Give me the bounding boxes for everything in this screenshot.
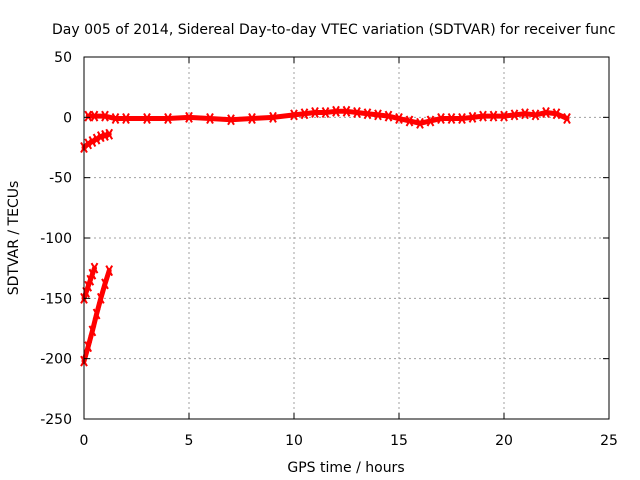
data-point: [384, 110, 393, 122]
data-point: [269, 111, 277, 123]
data-point: [416, 117, 424, 129]
x-tick-label: 5: [185, 433, 194, 449]
data-series: [80, 105, 571, 367]
y-tick-label: -150: [40, 291, 72, 307]
data-point: [101, 278, 109, 290]
data-point: [521, 108, 529, 120]
data-point: [510, 109, 519, 121]
data-point: [88, 325, 97, 337]
data-point: [122, 113, 130, 125]
data-point: [96, 292, 105, 304]
data-point: [105, 128, 114, 140]
data-point: [84, 341, 93, 353]
data-point: [84, 110, 93, 122]
data-point: [164, 113, 172, 125]
data-point: [101, 110, 109, 122]
x-tick-label: 0: [80, 433, 89, 449]
data-point: [426, 115, 435, 127]
data-point: [92, 133, 101, 145]
data-point: [88, 268, 97, 280]
data-point: [563, 113, 571, 125]
data-point: [479, 110, 487, 122]
data-point: [90, 262, 99, 274]
y-tick-label: -200: [40, 352, 72, 368]
y-tick-label: -100: [40, 231, 72, 247]
data-point: [290, 109, 298, 121]
data-point: [111, 113, 120, 125]
data-point: [353, 106, 361, 119]
data-point: [500, 110, 508, 122]
data-point: [88, 135, 97, 147]
data-point: [321, 106, 330, 119]
data-point: [437, 113, 445, 125]
y-axis-title: SDTVAR / TECUs: [6, 181, 22, 296]
data-point: [542, 106, 550, 119]
data-point: [405, 115, 414, 127]
data-point: [332, 105, 340, 117]
data-point: [92, 308, 101, 320]
y-tick-label: -50: [49, 171, 72, 187]
axes: 0 5 10 15 20 25 -250 -200 -150 -100 -50 0 50: [40, 50, 618, 449]
data-point: [552, 108, 561, 120]
chart-title: Day 005 of 2014, Sidereal Day-to-day VTE…: [52, 22, 616, 38]
x-tick-label: 15: [390, 433, 408, 449]
data-point: [143, 113, 151, 125]
data-point: [227, 114, 235, 126]
data-point: [84, 280, 93, 292]
data-point: [86, 274, 95, 286]
y-tick-label: -250: [40, 412, 72, 428]
data-point: [531, 109, 540, 121]
x-tick-label: 25: [600, 433, 618, 449]
data-point: [447, 113, 456, 125]
data-point: [84, 138, 93, 150]
data-point: [342, 105, 351, 117]
y-tick-label: 0: [63, 110, 72, 126]
data-point: [458, 113, 466, 125]
data-point: [248, 113, 256, 125]
data-point: [300, 108, 309, 120]
data-point: [185, 111, 193, 123]
data-point: [395, 113, 403, 125]
data-point: [105, 265, 114, 277]
x-axis-title: GPS time / hours: [287, 460, 404, 476]
y-tick-label: 50: [54, 50, 72, 66]
x-tick-label: 10: [285, 433, 303, 449]
data-point: [468, 111, 477, 123]
data-point: [489, 110, 498, 122]
x-tick-label: 20: [495, 433, 513, 449]
data-point: [206, 113, 214, 125]
data-point: [311, 106, 319, 119]
data-point: [363, 108, 372, 120]
data-point: [90, 110, 99, 122]
data-point: [374, 109, 382, 121]
